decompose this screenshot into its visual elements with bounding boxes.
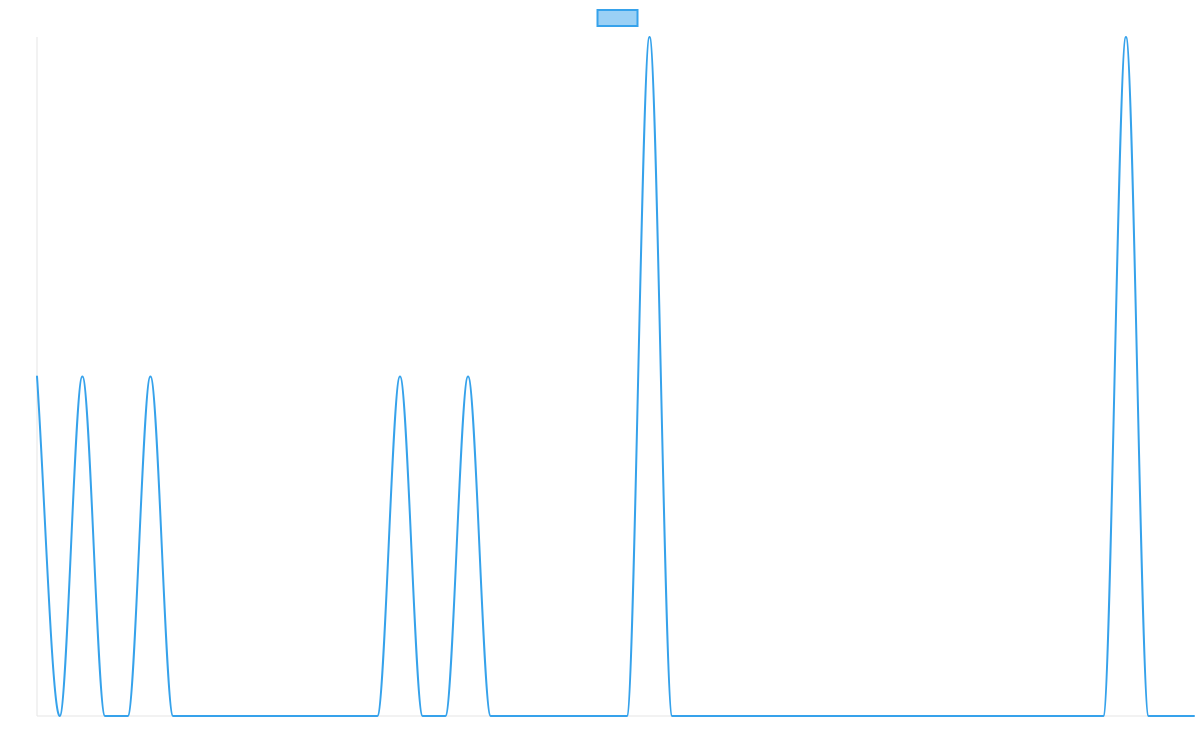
legend-swatch-0[interactable] bbox=[596, 9, 639, 27]
legend[interactable] bbox=[596, 9, 639, 27]
series-line-0[interactable] bbox=[36, 36, 1195, 717]
series-group bbox=[36, 36, 1195, 717]
